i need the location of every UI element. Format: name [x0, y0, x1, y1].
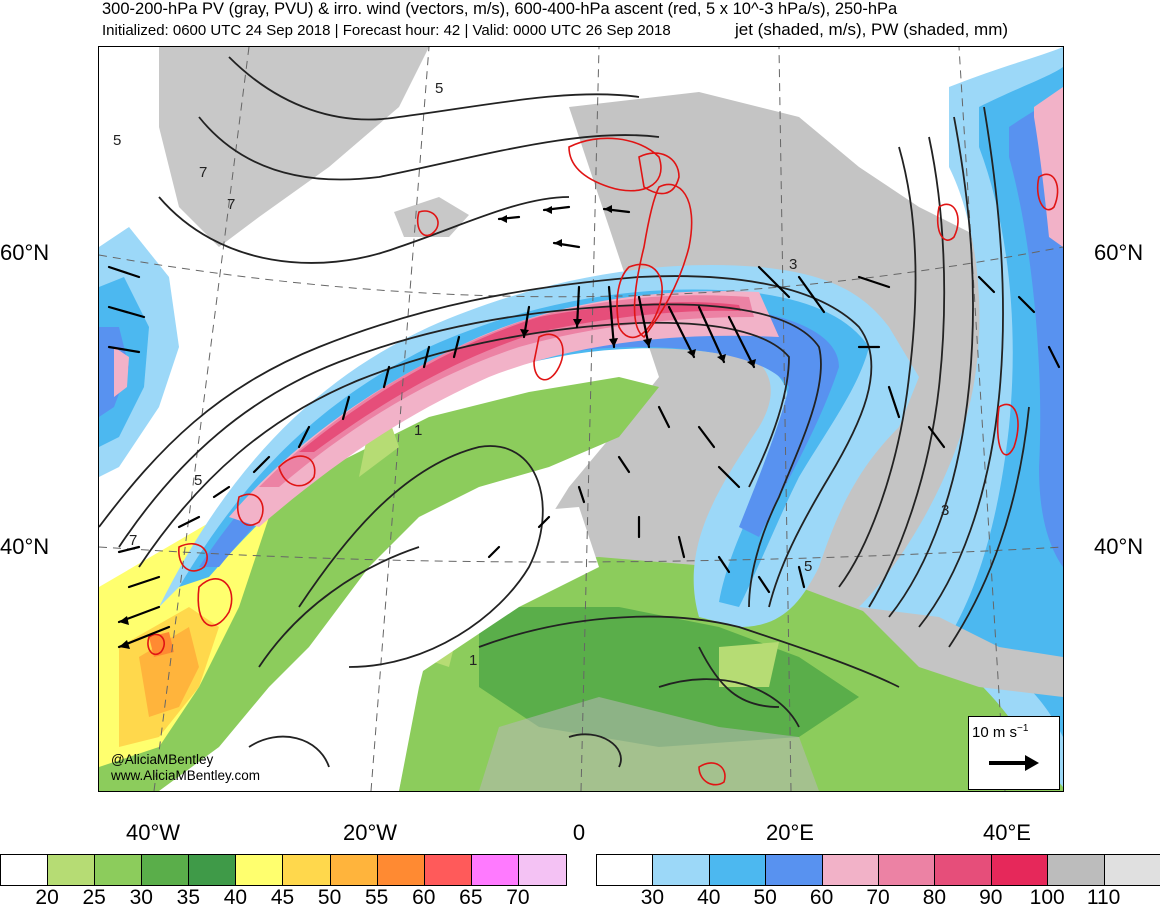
contour-label: 7: [129, 532, 137, 549]
colorbar-swatch: [424, 855, 472, 885]
colorbar-tick-label: 50: [317, 886, 342, 909]
lon-label-40w: 40°W: [125, 820, 181, 845]
colorbar-tick-label: 30: [129, 886, 153, 909]
colorbar-tick-label: 25: [82, 886, 106, 909]
colorbar-tick-label: 40: [697, 886, 721, 909]
colorbar-tick-label: 45: [270, 886, 295, 909]
colorbar-swatch: [189, 855, 237, 885]
map-canvas: 5 7 7 5 3 1 5 7 1 5 3: [99, 47, 1063, 791]
reference-arrow-icon: [989, 755, 1039, 771]
lon-label-20w: 20°W: [342, 820, 398, 845]
colorbar-swatch: [283, 855, 331, 885]
contour-label: 7: [199, 164, 207, 181]
contour-label: 1: [414, 422, 422, 439]
colorbar-tick-label: 65: [459, 886, 483, 909]
colorbar-tick-label: 60: [809, 886, 834, 909]
colorbar-tick-label: 50: [753, 886, 777, 909]
lon-label-0: 0: [572, 820, 586, 845]
colorbar-tick-label: 40: [223, 886, 248, 909]
colorbar-tick-label: 80: [922, 886, 947, 909]
colorbar-swatch: [766, 855, 823, 885]
colorbar-swatch: [330, 855, 378, 885]
colorbar-tick-label: 110: [1086, 886, 1121, 909]
colorbar-swatch: [709, 855, 767, 885]
reference-vector-box: 10 m s−1: [968, 716, 1060, 790]
lat-label-60n-right: 60°N: [1094, 240, 1144, 265]
contour-label: 7: [227, 196, 235, 213]
figure-title-line2: Initialized: 0600 UTC 24 Sep 2018 | Fore…: [102, 22, 671, 39]
contour-label: 5: [113, 132, 121, 149]
colorbar-swatch: [1048, 855, 1105, 885]
contour-label: 5: [194, 472, 202, 489]
credit-url: www.AliciaMBentley.com: [111, 768, 261, 783]
colorbar-swatch: [822, 855, 879, 885]
weather-map: 5 7 7 5 3 1 5 7 1 5 3: [98, 46, 1064, 792]
colorbar-swatch: [1, 855, 49, 885]
colorbar-swatch: [377, 855, 425, 885]
colorbar-swatch: [142, 855, 190, 885]
lat-label-40n-right: 40°N: [1094, 534, 1144, 559]
colorbar-swatch: [935, 855, 992, 885]
lon-label-20e: 20°E: [766, 820, 814, 845]
colorbar-swatch: [236, 855, 284, 885]
jet-colorbar: [596, 854, 1160, 886]
contour-label: 3: [789, 256, 797, 273]
contour-label: 3: [941, 502, 949, 519]
pw-colorbar: [0, 854, 567, 886]
credit-handle: @AliciaMBentley: [111, 752, 214, 767]
colorbar-tick-label: 55: [364, 886, 389, 909]
figure-title-line2-right: jet (shaded, m/s), PW (shaded, mm): [735, 20, 1009, 39]
contour-label: 1: [469, 652, 477, 669]
colorbar-swatch: [653, 855, 710, 885]
colorbar-tick-label: 100: [1029, 886, 1065, 909]
figure-title-line1: 300-200-hPa PV (gray, PVU) & irro. wind …: [102, 0, 898, 18]
reference-vector-label: 10 m s−1: [972, 723, 1029, 741]
colorbar-swatch: [991, 855, 1049, 885]
colorbar-swatch: [95, 855, 143, 885]
colorbar-swatch: [878, 855, 936, 885]
colorbar-tick-label: 35: [176, 886, 201, 909]
colorbar-tick-label: 60: [412, 886, 436, 909]
colorbar-swatch: [1104, 855, 1160, 885]
colorbar-tick-label: 70: [506, 886, 530, 909]
colorbar-swatch: [48, 855, 96, 885]
colorbar-tick-label: 20: [35, 886, 59, 909]
colorbar-swatch: [597, 855, 654, 885]
lat-label-60n-left: 60°N: [0, 240, 50, 265]
lat-label-40n-left: 40°N: [0, 534, 50, 559]
contour-label: 5: [435, 80, 443, 97]
colorbar-tick-label: 90: [979, 886, 1003, 909]
contour-label: 5: [804, 558, 812, 575]
colorbar-swatch: [518, 855, 566, 885]
colorbar-tick-label: 70: [866, 886, 890, 909]
lon-label-40e: 40°E: [983, 820, 1031, 845]
colorbar-tick-label: 30: [640, 886, 665, 909]
colorbar-swatch: [471, 855, 519, 885]
